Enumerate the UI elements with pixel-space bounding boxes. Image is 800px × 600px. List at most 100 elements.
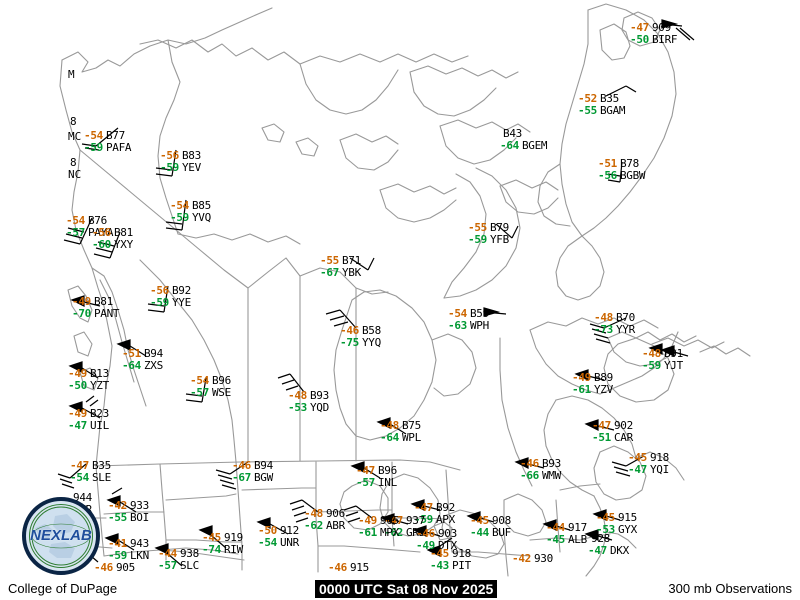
station-temperature: -45	[628, 451, 647, 464]
station-plot: -55 B79 -59 YFB	[468, 222, 509, 246]
station-plot: -54 B59 -63 WPH	[448, 308, 489, 332]
station-id: 912	[279, 524, 299, 537]
station-temperature: -55	[320, 254, 339, 267]
station-id: B92	[171, 284, 191, 297]
station-dewpoint: -73	[594, 323, 613, 336]
station-plot: -49 B23 -47 UIL	[68, 408, 109, 432]
station-top-row: -46 915	[328, 562, 369, 574]
station-top-row: -50 912	[258, 525, 299, 537]
station-temperature: -48	[594, 311, 613, 324]
station-dewpoint: -70	[72, 307, 91, 320]
station-temperature: -45	[470, 514, 489, 527]
station-id: B35	[91, 459, 111, 472]
station-name: SLE	[91, 471, 111, 484]
station-id: 905	[115, 561, 135, 574]
station-bottom-row: -64 ZXS	[122, 360, 163, 372]
station-dewpoint: -63	[448, 319, 467, 332]
station-plot: -45 918 -47 YQI	[628, 452, 669, 476]
station-temperature: -45	[202, 531, 221, 544]
station-temperature: -44	[158, 547, 177, 560]
station-dewpoint: -64	[380, 431, 399, 444]
station-bottom-row: -70 PANT	[72, 307, 120, 320]
logo-text: NEXLAB	[30, 527, 92, 544]
station-top-row: 928	[588, 533, 629, 545]
station-dewpoint: -59	[468, 233, 487, 246]
station-id: B77	[105, 129, 125, 142]
station-id: B76	[87, 214, 107, 227]
station-dewpoint: -62	[384, 526, 403, 539]
station-name: YYR	[615, 323, 635, 336]
station-bottom-row: -47 DKX	[588, 545, 629, 557]
station-plot: -52 B35 -55 BGAM	[578, 93, 626, 117]
station-name: BUF	[491, 526, 511, 539]
station-name: YVQ	[191, 211, 211, 224]
station-name: PAFA	[105, 141, 132, 154]
station-temperature: -48	[288, 389, 307, 402]
station-name: UNR	[279, 536, 299, 549]
map-label: MC	[68, 130, 82, 143]
station-plot: -56 B92 -59 YYE	[150, 285, 191, 309]
station-temperature: -46	[416, 527, 435, 540]
station-top-row: -54 B77	[84, 130, 131, 142]
station-bottom-row: -56 BGBW	[598, 169, 646, 182]
station-bottom-row: -57 INL	[356, 477, 397, 489]
station-plot: -48 906 -62 ABR	[304, 508, 345, 532]
station-id: B59	[469, 307, 489, 320]
station-id: 915	[349, 561, 369, 574]
station-id: B83	[181, 149, 201, 162]
station-dewpoint: -61	[358, 526, 377, 539]
station-plot: -48 B75 -64 WPL	[380, 420, 421, 444]
map-label: M	[68, 68, 75, 81]
station-id: 938	[179, 547, 199, 560]
station-bottom-row: -59 YJT	[642, 360, 683, 372]
station-top-row: -47 B92	[414, 502, 455, 514]
station-dewpoint: -56	[598, 169, 617, 182]
station-name: YQD	[309, 401, 329, 414]
station-bottom-row: -67 YBK	[320, 267, 361, 279]
station-plot: -47 909 -50 BIRF	[630, 22, 678, 46]
station-dewpoint: -54	[258, 536, 277, 549]
station-dewpoint: -45	[546, 533, 565, 546]
station-dewpoint: -55	[108, 511, 127, 524]
station-bottom-row: -62 ABR	[304, 520, 345, 532]
station-name: UIL	[89, 419, 109, 432]
station-bottom-row: -59 PAFA	[84, 141, 132, 154]
station-temperature: -45	[430, 547, 449, 560]
station-dewpoint: -53	[596, 523, 615, 536]
station-bottom-row: -47 YQI	[628, 464, 669, 476]
station-temperature: -55	[468, 221, 487, 234]
station-bottom-row: -50 YZT	[68, 380, 109, 392]
station-temperature: -46	[232, 459, 251, 472]
station-plot: -51 B94 -64 ZXS	[122, 348, 163, 372]
station-top-row: -41 943	[108, 538, 149, 550]
station-dewpoint: -57	[158, 559, 177, 572]
station-name: BGAM	[599, 104, 626, 117]
station-id: 917	[567, 521, 587, 534]
station-top-row: -46 B94	[232, 460, 273, 472]
station-bottom-row: -47 UIL	[68, 420, 109, 432]
station-top-row: -49 B13	[68, 368, 109, 380]
station-id: B85	[191, 199, 211, 212]
station-name: PAYA	[87, 226, 114, 239]
station-name: ALB	[567, 533, 587, 546]
station-temperature: -49	[72, 295, 91, 308]
station-bottom-row: -43 PIT	[430, 560, 471, 572]
logo-inner-ring	[29, 504, 93, 568]
station-id: 943	[129, 537, 149, 550]
station-id: B96	[377, 464, 397, 477]
station-name: YFB	[489, 233, 509, 246]
station-name: YQI	[649, 463, 669, 476]
weather-map: M 8 MC 8 NC -54 B77 -59 PAFA -56 B83 -59 YEV -54 B85-…	[22, 3, 751, 577]
station-id: 918	[451, 547, 471, 560]
station-dewpoint: -50	[630, 33, 649, 46]
station-temperature: -42	[108, 499, 127, 512]
station-top-row: -49 905	[358, 515, 399, 527]
station-top-row: -45 908	[470, 515, 511, 527]
station-top-row: -48 906	[304, 508, 345, 520]
station-plot: -47 937 -62 GRB	[384, 515, 425, 539]
station-plot: -51 B78 -56 BGBW	[598, 158, 646, 182]
station-plot: -47 902 -51 CAR	[592, 420, 633, 444]
station-bottom-row: -53 YQD	[288, 402, 329, 414]
station-top-row: -55 B79	[468, 222, 509, 234]
station-plot: -48 B70 -73 YYR	[594, 312, 635, 336]
